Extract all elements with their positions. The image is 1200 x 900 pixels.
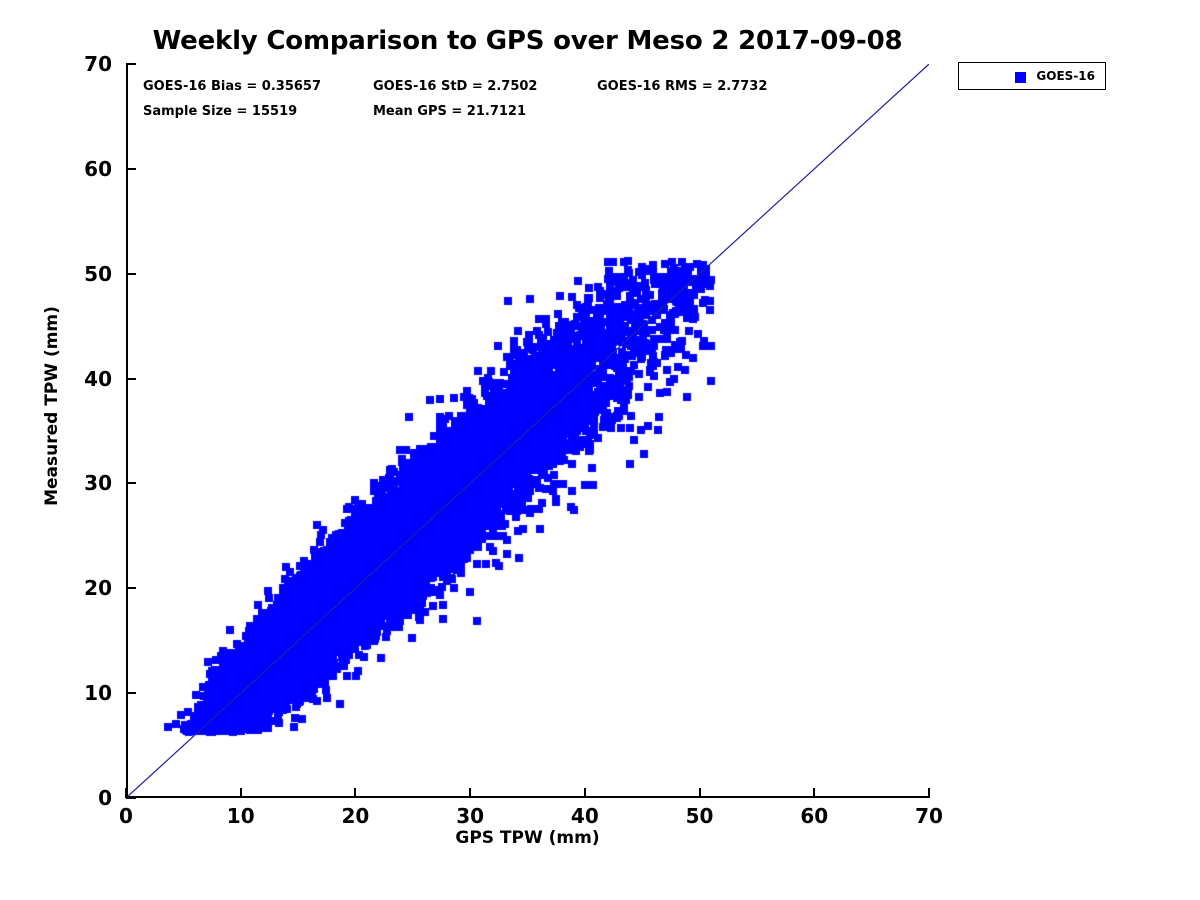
plot-area: 0 10 20 30 40 50 60 70 0 10 20 30 40 50 60 70	[84, 52, 943, 828]
y-tick-label-0: 0	[98, 786, 112, 810]
y-tick-label-10: 10	[84, 681, 112, 706]
y-tick-20	[126, 587, 136, 590]
y-tick-label-60: 60	[84, 156, 112, 181]
y-tick-10	[126, 692, 136, 695]
y-tick-label-30: 30	[84, 471, 112, 496]
x-tick-label-40: 40	[570, 804, 599, 828]
y-tick-label-50: 50	[84, 261, 112, 286]
x-tick-50	[698, 788, 701, 798]
y-tick-0	[126, 797, 136, 799]
annotation-mean-gps: Mean GPS = 21.7121	[373, 104, 527, 119]
x-tick-10	[239, 788, 242, 798]
annotation-rms: GOES-16 RMS = 2.7732	[597, 79, 768, 94]
y-axis-spine	[126, 64, 128, 798]
x-axis-label: GPS TPW (mm)	[455, 828, 600, 848]
x-tick-40	[583, 788, 586, 798]
x-tick-label-60: 60	[800, 804, 829, 828]
x-tick-label-50: 50	[685, 804, 714, 828]
x-axis-spine	[126, 796, 929, 798]
x-tick-70	[928, 788, 930, 798]
y-tick-70	[126, 63, 136, 65]
annotation-sample-size: Sample Size = 15519	[143, 104, 298, 119]
y-tick-60	[126, 167, 136, 170]
y-tick-label-40: 40	[84, 366, 112, 391]
y-axis-label: Measured TPW (mm)	[42, 306, 62, 506]
x-tick-label-30: 30	[456, 804, 485, 828]
x-tick-30	[469, 788, 472, 798]
x-tick-20	[354, 788, 357, 798]
y-tick-label-20: 20	[84, 576, 112, 601]
x-tick-label-70: 70	[915, 804, 943, 828]
y-tick-40	[126, 377, 136, 380]
reference-line	[126, 64, 929, 798]
annotation-std: GOES-16 StD = 2.7502	[373, 79, 538, 94]
x-tick-label-10: 10	[226, 804, 255, 828]
annotation-bias: GOES-16 Bias = 0.35657	[143, 79, 322, 94]
page-title: Weekly Comparison to GPS over Meso 2 201…	[152, 26, 903, 56]
x-tick-label-20: 20	[341, 804, 370, 828]
y-tick-label-70: 70	[84, 52, 112, 76]
x-tick-0	[125, 788, 127, 798]
legend-box: GOES-16	[958, 62, 1106, 90]
x-tick-60	[813, 788, 816, 798]
legend-marker-goes-16	[1015, 72, 1026, 83]
legend-label-goes-16: GOES-16	[1036, 69, 1095, 83]
y-tick-30	[126, 482, 136, 485]
y-tick-50	[126, 272, 136, 275]
x-tick-label-0: 0	[119, 804, 133, 828]
